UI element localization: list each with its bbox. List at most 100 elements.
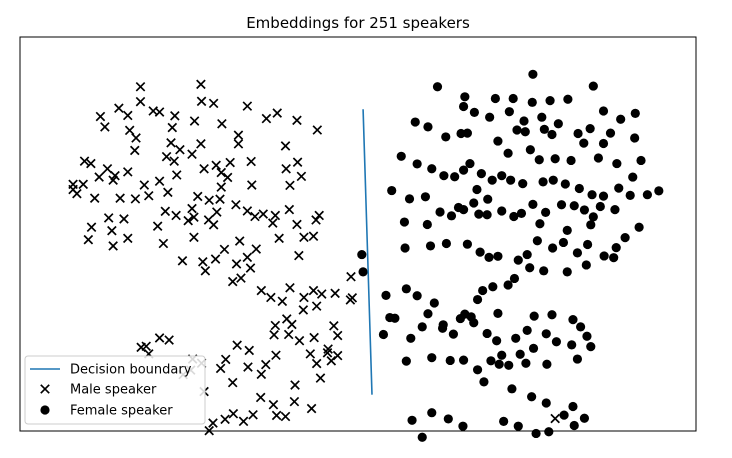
male-speaker-point <box>115 193 125 203</box>
male-speaker-point <box>242 252 253 263</box>
male-speaker-point <box>292 219 302 230</box>
male-speaker-point <box>102 163 113 174</box>
female-speaker-point <box>625 190 635 201</box>
male-speaker-point <box>103 213 114 223</box>
female-speaker-point <box>482 328 492 339</box>
female-speaker-point <box>569 420 579 431</box>
female-speaker-point <box>406 333 416 343</box>
female-speaker-point <box>466 312 476 322</box>
female-speaker-point <box>528 69 538 79</box>
male-speaker-point <box>236 273 246 283</box>
male-speaker-point <box>220 414 230 425</box>
female-speaker-point <box>407 415 417 425</box>
female-speaker-point <box>515 349 525 359</box>
female-speaker-point <box>579 413 590 423</box>
female-speaker-point <box>539 266 549 276</box>
male-speaker-point <box>79 156 90 166</box>
female-speaker-point <box>474 209 484 219</box>
male-speaker-point <box>169 156 179 166</box>
female-speaker-point <box>507 384 517 394</box>
female-speaker-point <box>534 155 544 165</box>
female-speaker-point <box>562 225 572 235</box>
male-speaker-point <box>170 111 180 121</box>
female-speaker-point <box>487 175 497 185</box>
male-speaker-point <box>266 292 276 303</box>
female-speaker-point <box>497 171 507 181</box>
legend-label-decision-boundary: Decision boundary <box>70 363 192 378</box>
male-speaker-point <box>131 133 141 143</box>
female-speaker-point <box>412 159 422 169</box>
female-speaker-point <box>521 358 531 368</box>
male-speaker-point <box>192 191 203 202</box>
female-speaker-point <box>582 331 592 341</box>
male-speaker-point <box>95 111 106 122</box>
male-speaker-point <box>271 350 281 361</box>
male-speaker-point <box>114 103 124 114</box>
male-speaker-point <box>292 157 303 167</box>
male-speaker-point <box>330 288 340 299</box>
female-speaker-point <box>559 410 569 420</box>
female-speaker-point <box>516 208 527 218</box>
female-speaker-point <box>634 222 644 232</box>
male-speaker-point <box>332 330 343 341</box>
male-speaker-point <box>86 158 96 169</box>
female-speaker-point <box>476 169 486 179</box>
male-speaker-point <box>246 180 257 190</box>
male-speaker-point <box>177 255 188 266</box>
female-speaker-point <box>572 354 583 364</box>
male-speaker-point <box>299 292 309 303</box>
female-speaker-point <box>472 365 483 375</box>
female-speaker-point <box>556 200 567 210</box>
female-speaker-point <box>563 94 573 104</box>
male-speaker-point <box>222 172 233 183</box>
female-speaker-point <box>544 427 554 437</box>
female-speaker-point <box>528 199 538 209</box>
female-speaker-point <box>542 359 552 369</box>
male-speaker-point <box>122 110 133 121</box>
male-speaker-point <box>296 171 307 182</box>
female-speaker-point <box>630 108 640 119</box>
male-speaker-point <box>267 218 278 228</box>
female-speaker-point <box>599 251 609 261</box>
female-speaker-point <box>423 122 433 132</box>
female-speaker-point <box>387 185 397 196</box>
female-speaker-point <box>513 255 523 265</box>
female-speaker-point <box>547 129 557 140</box>
female-speaker-point <box>404 194 415 204</box>
male-speaker-point <box>108 175 118 185</box>
male-speaker-point <box>287 319 297 330</box>
female-speaker-point <box>478 285 488 296</box>
female-speaker-point <box>441 132 451 142</box>
male-speaker-point <box>135 81 146 92</box>
male-speaker-point <box>225 157 235 168</box>
female-speaker-point <box>427 353 437 363</box>
female-speaker-point <box>598 106 609 116</box>
male-speaker-point <box>164 335 174 345</box>
female-speaker-point <box>576 322 586 332</box>
male-speaker-point <box>100 122 110 132</box>
female-speaker-point <box>525 263 535 273</box>
female-speaker-point <box>458 355 469 365</box>
male-speaker-point <box>189 212 199 223</box>
male-speaker-point <box>154 333 165 343</box>
male-speaker-point <box>326 355 337 366</box>
male-speaker-point <box>308 285 319 296</box>
female-speaker-point <box>511 333 521 343</box>
male-speaker-point <box>171 210 181 221</box>
male-speaker-point <box>216 167 227 178</box>
male-speaker-point <box>294 335 305 346</box>
male-speaker-point <box>78 179 89 190</box>
female-speaker-point <box>410 117 420 127</box>
female-speaker-point <box>472 294 483 305</box>
female-speaker-point <box>458 421 468 431</box>
female-speaker-point <box>551 337 562 347</box>
male-speaker-point <box>204 195 214 206</box>
male-speaker-point <box>243 362 253 372</box>
male-speaker-point <box>550 413 560 424</box>
female-speaker-point <box>654 186 664 196</box>
female-speaker-point <box>593 153 604 163</box>
legend-label-male-speaker: Male speaker <box>70 383 157 398</box>
female-speaker-point <box>427 164 437 174</box>
female-speaker-point <box>504 107 514 117</box>
